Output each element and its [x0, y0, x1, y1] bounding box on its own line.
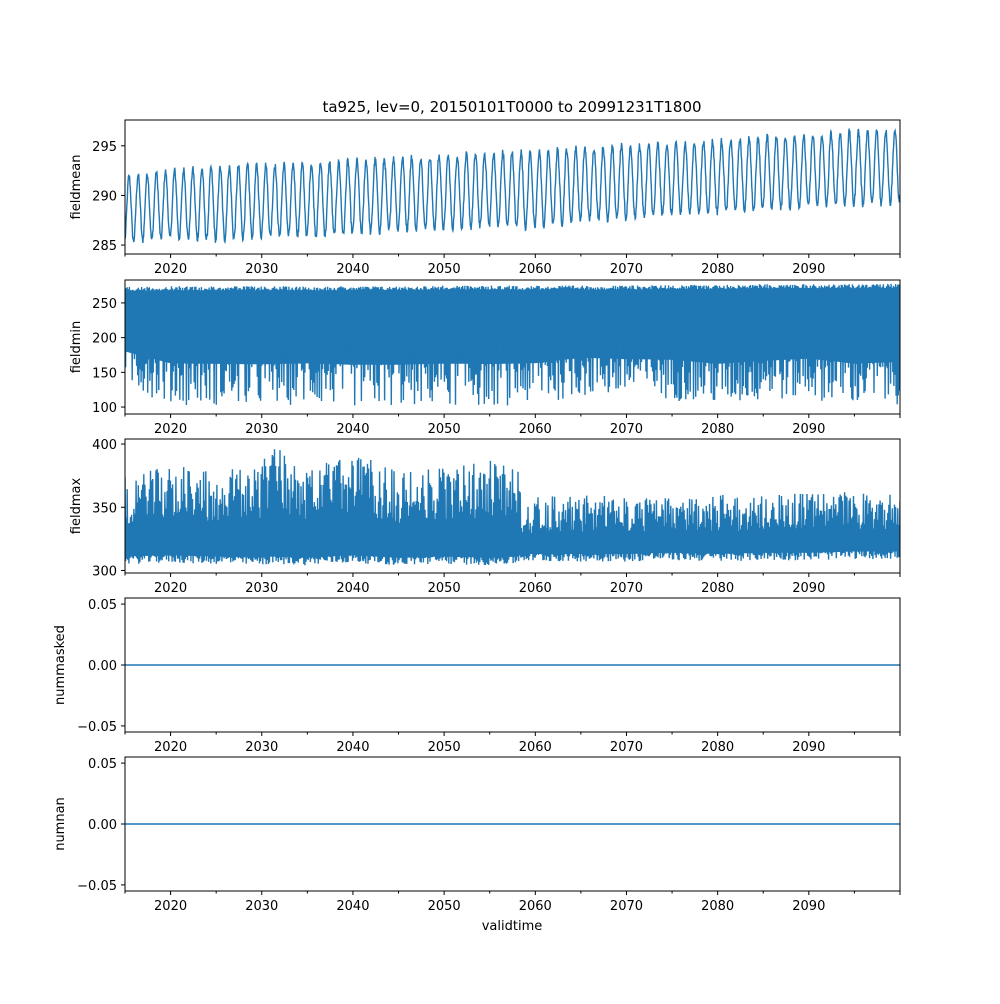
y-tick-label: 100 [92, 401, 117, 416]
series-line [125, 283, 900, 406]
x-tick-label: 2040 [336, 581, 369, 596]
subplot-fieldmean: 285 290 295 2020 2030 2040 2050 2060 2070 2080 209… [69, 119, 901, 277]
x-tick-label: 2090 [792, 581, 825, 596]
series-line [125, 128, 900, 245]
y-tick-label: 150 [92, 366, 117, 381]
x-tick-label: 2060 [519, 740, 552, 755]
x-tick-label: 2070 [610, 581, 643, 596]
y-tick-label: 300 [92, 564, 117, 579]
subplot-fieldmax: 300 350 400 2020 2030 2040 2050 2060 2070 2080 209… [69, 438, 901, 596]
x-tick-label: 2020 [154, 740, 187, 755]
y-tick-label: 350 [92, 501, 117, 516]
x-tick-label: 2020 [154, 422, 187, 437]
subplot-nummasked: −0.05 0.00 0.05 2020 2030 2040 2050 2060 2070 208… [53, 597, 901, 755]
y-tick-label: 0.05 [88, 598, 117, 613]
y-tick-label: 200 [92, 332, 117, 347]
figure-title: ta925, lev=0, 20150101T0000 to 20991231T… [322, 98, 701, 116]
y-tick-label: 0.05 [88, 757, 117, 772]
x-tick-label: 2050 [428, 581, 461, 596]
y-axis-label: fieldmean [69, 155, 84, 220]
y-axis-label: nummasked [53, 625, 68, 705]
subplots: 285 290 295 2020 2030 2040 2050 2060 2070 2080 209… [53, 119, 901, 914]
x-tick-label: 2020 [154, 899, 187, 914]
x-tick-label: 2030 [245, 899, 278, 914]
x-tick-label: 2050 [428, 899, 461, 914]
subplot-numnan: −0.05 0.00 0.05 2020 2030 2040 2050 2060 2070 208… [53, 756, 901, 914]
x-tick-label: 2040 [336, 422, 369, 437]
x-tick-label: 2090 [792, 422, 825, 437]
x-tick-label: 2080 [701, 422, 734, 437]
x-tick-label: 2070 [610, 262, 643, 277]
x-tick-label: 2080 [701, 740, 734, 755]
x-axis-label: validtime [482, 919, 543, 934]
axes-frame [124, 438, 901, 574]
series-line-path [125, 128, 900, 245]
y-tick-label: 290 [92, 189, 117, 204]
y-tick-label: 295 [92, 140, 117, 155]
x-tick-label: 2070 [610, 740, 643, 755]
x-tick-label: 2060 [519, 422, 552, 437]
x-tick-label: 2040 [336, 740, 369, 755]
series-line [125, 449, 900, 566]
x-tick-label: 2060 [519, 899, 552, 914]
x-tick-label: 2040 [336, 262, 369, 277]
x-tick-label: 2050 [428, 422, 461, 437]
x-tick-label: 2030 [245, 422, 278, 437]
x-tick-label: 2030 [245, 262, 278, 277]
x-tick-label: 2090 [792, 899, 825, 914]
y-tick-label: −0.05 [77, 720, 117, 735]
y-axis-label: numnan [53, 797, 68, 851]
x-tick-label: 2040 [336, 899, 369, 914]
y-tick-label: 285 [92, 239, 117, 254]
x-tick-label: 2080 [701, 262, 734, 277]
x-tick-label: 2020 [154, 581, 187, 596]
x-tick-label: 2090 [792, 740, 825, 755]
x-tick-label: 2080 [701, 581, 734, 596]
x-tick-label: 2030 [245, 740, 278, 755]
axes-frame [124, 119, 901, 255]
y-axis-label: fieldmax [69, 478, 84, 535]
subplot-fieldmin: 100 150 200 250 2020 2030 2040 2050 2060 2070 2080… [69, 279, 901, 437]
x-tick-label: 2050 [428, 740, 461, 755]
x-tick-label: 2070 [610, 899, 643, 914]
x-tick-label: 2020 [154, 262, 187, 277]
y-tick-label: 0.00 [88, 818, 117, 833]
x-tick-label: 2070 [610, 422, 643, 437]
x-tick-label: 2090 [792, 262, 825, 277]
y-tick-label: 0.00 [88, 659, 117, 674]
x-tick-label: 2080 [701, 899, 734, 914]
y-axis-label: fieldmin [69, 321, 84, 374]
y-tick-label: 400 [92, 438, 117, 453]
series-line-path [125, 449, 900, 566]
x-tick-label: 2060 [519, 262, 552, 277]
x-tick-label: 2030 [245, 581, 278, 596]
x-tick-label: 2050 [428, 262, 461, 277]
series-line-path [125, 283, 900, 406]
x-tick-label: 2060 [519, 581, 552, 596]
axes-frame [124, 279, 901, 415]
y-tick-label: −0.05 [77, 879, 117, 894]
y-tick-label: 250 [92, 297, 117, 312]
